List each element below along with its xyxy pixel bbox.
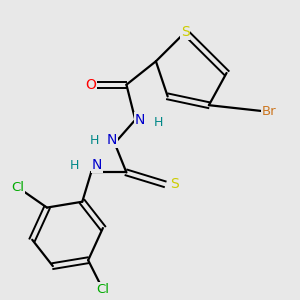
Text: H: H xyxy=(154,116,164,129)
Text: Br: Br xyxy=(262,104,277,118)
Text: H: H xyxy=(70,159,80,172)
Text: Cl: Cl xyxy=(96,283,110,296)
Text: N: N xyxy=(106,133,117,147)
Text: N: N xyxy=(92,158,102,172)
Text: O: O xyxy=(86,78,97,92)
Text: S: S xyxy=(171,177,179,191)
Text: N: N xyxy=(134,113,145,127)
Text: S: S xyxy=(181,25,190,39)
Text: Cl: Cl xyxy=(11,181,24,194)
Text: H: H xyxy=(89,134,99,147)
